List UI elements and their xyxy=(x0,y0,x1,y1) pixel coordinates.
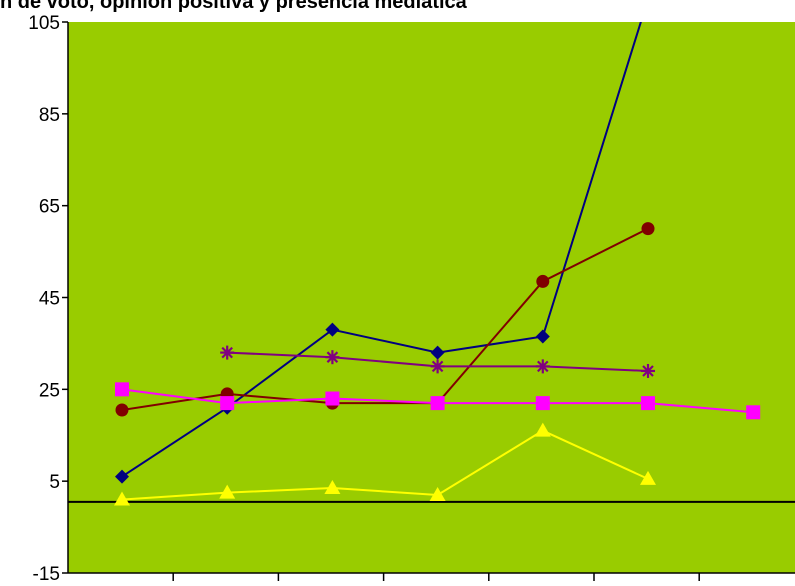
y-tick-label: 25 xyxy=(39,380,60,401)
data-point xyxy=(535,396,550,411)
y-tick-label: 85 xyxy=(39,105,60,126)
data-point-stroke xyxy=(642,365,654,377)
data-point xyxy=(324,480,341,495)
data-point xyxy=(430,359,445,374)
y-tick-label: 5 xyxy=(49,472,60,493)
data-point xyxy=(429,486,446,501)
y-tick-label: 105 xyxy=(28,13,60,34)
data-point xyxy=(430,345,445,360)
data-point xyxy=(641,0,655,6)
data-point xyxy=(220,345,235,360)
series-line xyxy=(121,22,642,478)
data-point-stroke xyxy=(326,351,339,363)
data-point xyxy=(220,396,235,411)
data-point xyxy=(325,391,340,406)
plot-area xyxy=(68,22,795,573)
series-3 xyxy=(115,382,761,420)
data-point xyxy=(115,382,129,397)
y-tick-label: -15 xyxy=(33,564,60,585)
y-tick-label: 65 xyxy=(39,197,60,218)
data-point xyxy=(641,222,655,236)
data-point-stroke xyxy=(431,360,444,373)
data-point xyxy=(325,350,340,365)
data-point xyxy=(640,470,656,485)
data-point xyxy=(535,359,550,374)
chart-title: n de voto, opinión positiva y presencia … xyxy=(0,0,467,13)
data-point xyxy=(534,422,551,437)
data-point-stroke xyxy=(537,360,549,373)
data-point xyxy=(746,405,761,420)
series-line xyxy=(121,429,649,501)
data-point xyxy=(114,491,130,506)
data-point xyxy=(535,329,550,344)
data-point xyxy=(641,396,655,411)
series-5 xyxy=(114,422,656,506)
series-line xyxy=(121,227,649,411)
data-point xyxy=(325,322,340,337)
data-point xyxy=(536,274,550,288)
data-point xyxy=(115,469,129,484)
series-4 xyxy=(220,345,655,378)
data-point xyxy=(115,403,129,417)
data-point-stroke xyxy=(221,346,233,359)
data-point xyxy=(219,484,236,499)
data-point xyxy=(430,396,445,411)
data-point xyxy=(641,363,655,378)
y-tick-label: 45 xyxy=(39,289,60,310)
